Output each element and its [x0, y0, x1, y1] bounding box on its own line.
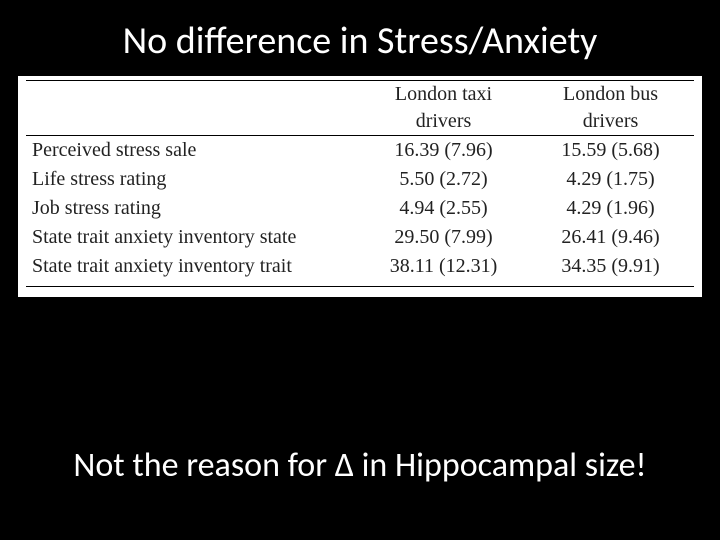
row-val-b: 4.29 (1.96) — [527, 194, 694, 223]
slide: No difference in Stress/Anxiety London t… — [0, 0, 720, 540]
header-blank2 — [26, 108, 360, 136]
table-row: State trait anxiety inventory trait 38.1… — [26, 252, 694, 287]
row-val-b: 26.41 (9.46) — [527, 223, 694, 252]
row-label: State trait anxiety inventory state — [26, 223, 360, 252]
stress-table: London taxi London bus drivers drivers P… — [26, 80, 694, 287]
table-row: State trait anxiety inventory state 29.5… — [26, 223, 694, 252]
header-row-2: drivers drivers — [26, 108, 694, 136]
table-container: London taxi London bus drivers drivers P… — [18, 76, 702, 297]
table-row: Perceived stress sale 16.39 (7.96) 15.59… — [26, 136, 694, 166]
slide-title: No difference in Stress/Anxiety — [0, 0, 720, 76]
row-val-b: 34.35 (9.91) — [527, 252, 694, 287]
row-val-b: 15.59 (5.68) — [527, 136, 694, 166]
row-val-a: 38.11 (12.31) — [360, 252, 527, 287]
slide-footer: Not the reason for Δ in Hippocampal size… — [0, 445, 720, 486]
header-col-b-line2: drivers — [527, 108, 694, 136]
row-val-a: 16.39 (7.96) — [360, 136, 527, 166]
row-val-a: 29.50 (7.99) — [360, 223, 527, 252]
table-row: Job stress rating 4.94 (2.55) 4.29 (1.96… — [26, 194, 694, 223]
table-row: Life stress rating 5.50 (2.72) 4.29 (1.7… — [26, 165, 694, 194]
row-val-b: 4.29 (1.75) — [527, 165, 694, 194]
row-label: Life stress rating — [26, 165, 360, 194]
row-val-a: 5.50 (2.72) — [360, 165, 527, 194]
row-val-a: 4.94 (2.55) — [360, 194, 527, 223]
header-col-a-line2: drivers — [360, 108, 527, 136]
header-row-1: London taxi London bus — [26, 81, 694, 109]
header-col-a-line1: London taxi — [360, 81, 527, 109]
header-blank — [26, 81, 360, 109]
row-label: Perceived stress sale — [26, 136, 360, 166]
row-label: State trait anxiety inventory trait — [26, 252, 360, 287]
header-col-b-line1: London bus — [527, 81, 694, 109]
row-label: Job stress rating — [26, 194, 360, 223]
